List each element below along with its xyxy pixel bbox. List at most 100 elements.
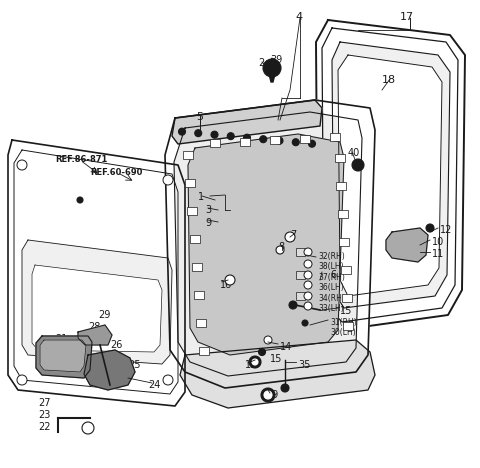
Polygon shape xyxy=(165,100,375,388)
Circle shape xyxy=(17,375,27,385)
Text: 4: 4 xyxy=(295,12,302,22)
Bar xyxy=(300,134,310,142)
Bar xyxy=(296,271,305,279)
Bar xyxy=(343,322,353,330)
Text: 30(LH): 30(LH) xyxy=(330,328,356,337)
Text: 16: 16 xyxy=(220,280,232,290)
Circle shape xyxy=(264,391,272,399)
Bar xyxy=(341,266,350,274)
Circle shape xyxy=(309,140,315,147)
Bar xyxy=(270,136,280,144)
Text: 20: 20 xyxy=(42,346,54,356)
Text: 40: 40 xyxy=(348,148,360,158)
Circle shape xyxy=(264,336,272,344)
Bar xyxy=(185,179,195,187)
Circle shape xyxy=(276,137,283,144)
Text: 15: 15 xyxy=(340,306,352,316)
Circle shape xyxy=(225,275,235,285)
Text: 6: 6 xyxy=(330,270,336,280)
Text: 32(RH): 32(RH) xyxy=(318,252,345,261)
Text: 11: 11 xyxy=(432,249,444,259)
Circle shape xyxy=(304,302,312,310)
Text: 18: 18 xyxy=(382,75,396,85)
Bar xyxy=(196,319,206,327)
Polygon shape xyxy=(338,55,442,296)
Circle shape xyxy=(249,356,261,368)
Circle shape xyxy=(179,128,185,135)
Bar xyxy=(335,154,345,162)
Bar xyxy=(336,182,347,190)
Text: 3: 3 xyxy=(205,205,211,215)
Circle shape xyxy=(304,260,312,268)
Circle shape xyxy=(263,59,281,77)
Circle shape xyxy=(77,197,83,203)
Polygon shape xyxy=(172,100,322,144)
Circle shape xyxy=(243,134,251,141)
Circle shape xyxy=(276,246,284,254)
Circle shape xyxy=(227,132,234,139)
Text: REF.60-690: REF.60-690 xyxy=(90,168,143,177)
Polygon shape xyxy=(14,150,178,394)
Circle shape xyxy=(285,232,295,242)
Text: REF.86-871: REF.86-871 xyxy=(55,155,108,164)
Text: 19: 19 xyxy=(267,390,279,400)
Polygon shape xyxy=(8,140,185,406)
Circle shape xyxy=(289,301,297,309)
Bar xyxy=(240,138,250,146)
Circle shape xyxy=(352,159,364,171)
Bar xyxy=(296,248,305,256)
Polygon shape xyxy=(36,336,92,378)
Text: 15: 15 xyxy=(270,354,282,364)
Bar xyxy=(188,207,197,215)
Text: 17: 17 xyxy=(400,12,414,22)
Text: 14: 14 xyxy=(280,342,292,352)
Text: 23: 23 xyxy=(38,410,50,420)
Polygon shape xyxy=(40,340,86,372)
Polygon shape xyxy=(268,58,276,82)
Polygon shape xyxy=(174,112,362,376)
Text: 35: 35 xyxy=(298,360,311,370)
Bar xyxy=(339,238,349,246)
Circle shape xyxy=(163,175,173,185)
Text: 9: 9 xyxy=(205,218,211,228)
Polygon shape xyxy=(22,240,172,364)
Circle shape xyxy=(82,422,94,434)
Text: 39: 39 xyxy=(270,55,282,65)
Text: 1: 1 xyxy=(198,192,204,202)
Bar xyxy=(330,133,340,141)
Circle shape xyxy=(259,349,265,356)
Bar xyxy=(342,294,352,302)
Text: 29: 29 xyxy=(98,310,110,320)
Text: 37(RH): 37(RH) xyxy=(318,273,345,282)
Polygon shape xyxy=(78,325,112,345)
Circle shape xyxy=(304,271,312,279)
Text: 21: 21 xyxy=(55,334,67,344)
Circle shape xyxy=(252,359,258,365)
Text: 33(LH): 33(LH) xyxy=(318,304,344,313)
Text: 2: 2 xyxy=(258,58,264,68)
Text: 27: 27 xyxy=(38,398,50,408)
Circle shape xyxy=(261,388,275,402)
Circle shape xyxy=(195,130,202,137)
Polygon shape xyxy=(322,28,458,322)
Circle shape xyxy=(302,320,308,326)
Text: 31(RH): 31(RH) xyxy=(330,318,357,327)
Circle shape xyxy=(292,139,299,146)
Circle shape xyxy=(304,248,312,256)
Bar xyxy=(338,210,348,218)
Text: 5: 5 xyxy=(196,112,203,122)
Circle shape xyxy=(304,281,312,289)
Polygon shape xyxy=(84,350,135,390)
Text: 10: 10 xyxy=(432,237,444,247)
Bar xyxy=(192,263,202,271)
Text: 38(LH): 38(LH) xyxy=(318,262,344,271)
Text: 36(LH): 36(LH) xyxy=(318,283,344,292)
Text: 26: 26 xyxy=(110,340,122,350)
Bar xyxy=(199,347,209,355)
Circle shape xyxy=(260,136,267,143)
Bar xyxy=(296,292,305,300)
Circle shape xyxy=(17,160,27,170)
Text: 12: 12 xyxy=(440,225,452,235)
Text: 24: 24 xyxy=(148,380,160,390)
Text: 22: 22 xyxy=(38,422,50,432)
